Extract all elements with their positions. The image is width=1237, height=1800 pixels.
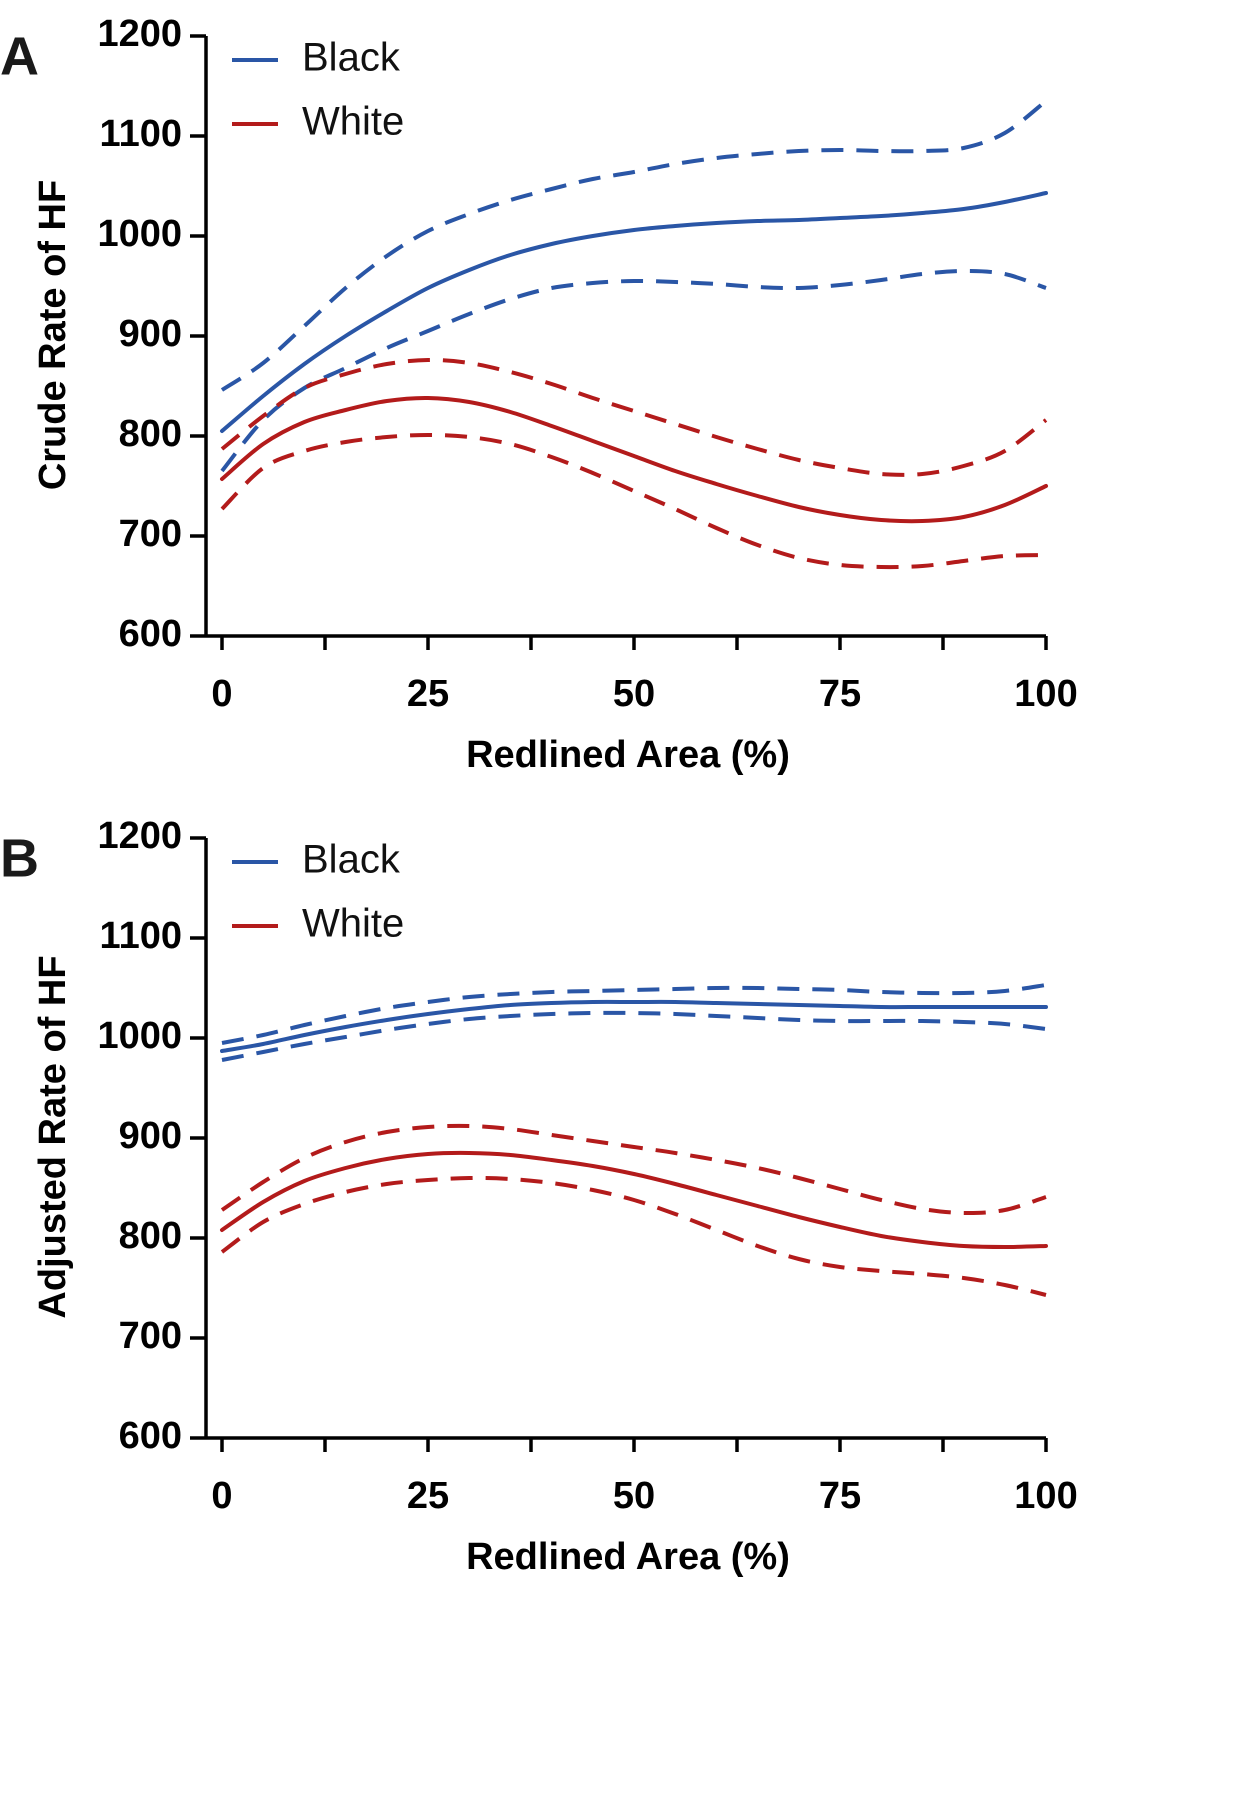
y-tick-label: 800 [119, 413, 182, 455]
y-tick-label: 600 [119, 613, 182, 655]
x-axis-title: Redlined Area (%) [466, 1536, 790, 1578]
y-tick-label: 700 [119, 513, 182, 555]
y-tick-label: 1200 [97, 815, 182, 857]
legend-label-black: Black [302, 36, 401, 80]
series-line-white-lower-95-ci [220, 1175, 1047, 1297]
y-tick-label: 600 [119, 1415, 182, 1457]
x-tick-label: 75 [819, 673, 861, 715]
y-tick-label: 800 [119, 1215, 182, 1257]
y-tick-label: 1100 [100, 113, 182, 155]
series-line-black-lower-95-ci [220, 269, 1047, 473]
y-axis-title: Adjusted Rate of HF [32, 955, 74, 1318]
y-tick-label: 1000 [97, 213, 182, 255]
series-line-black-upper-95-ci [221, 983, 1047, 1045]
y-tick-label: 1000 [97, 1015, 182, 1057]
legend-label-white: White [302, 902, 404, 946]
panel-letter: B [0, 828, 39, 888]
y-tick-label: 900 [119, 313, 182, 355]
y-tick-label: 1100 [100, 915, 182, 957]
series-line-white [220, 1150, 1048, 1249]
y-tick-label: 900 [119, 1115, 182, 1157]
series-line-black-upper-95-ci [220, 99, 1048, 392]
x-axis-title: Redlined Area (%) [466, 734, 790, 776]
x-tick-label: 100 [1014, 673, 1077, 715]
chart-panel-a: A 600 700 800 900 1000 1100 1200 0 25 50 75 100 Redli… [0, 13, 1078, 776]
x-tick-label: 75 [819, 1475, 861, 1517]
x-tick-label: 50 [613, 1475, 655, 1517]
series-line-white-upper-95-ci [220, 357, 1048, 477]
series-line-black-lower-95-ci [221, 1010, 1047, 1062]
legend-label-black: Black [302, 838, 401, 882]
chart-panel-b: B 600 700 800 900 1000 1100 1200 0 25 50 75 100 Redli… [0, 815, 1078, 1578]
series-line-white [220, 395, 1048, 524]
x-tick-label: 0 [211, 1475, 232, 1517]
legend-label-white: White [302, 100, 404, 144]
series-line-black [220, 191, 1048, 433]
panel-letter: A [0, 26, 39, 86]
y-axis-title: Crude Rate of HF [32, 180, 74, 490]
series-line-black [220, 999, 1048, 1053]
y-tick-label: 700 [119, 1315, 182, 1357]
series-line-white-lower-95-ci [220, 433, 1047, 570]
x-tick-label: 25 [407, 673, 449, 715]
series-line-white-upper-95-ci [220, 1123, 1047, 1216]
x-tick-label: 100 [1014, 1475, 1077, 1517]
x-tick-label: 50 [613, 673, 655, 715]
x-tick-label: 0 [211, 673, 232, 715]
x-tick-label: 25 [407, 1475, 449, 1517]
y-tick-label: 1200 [97, 13, 182, 55]
